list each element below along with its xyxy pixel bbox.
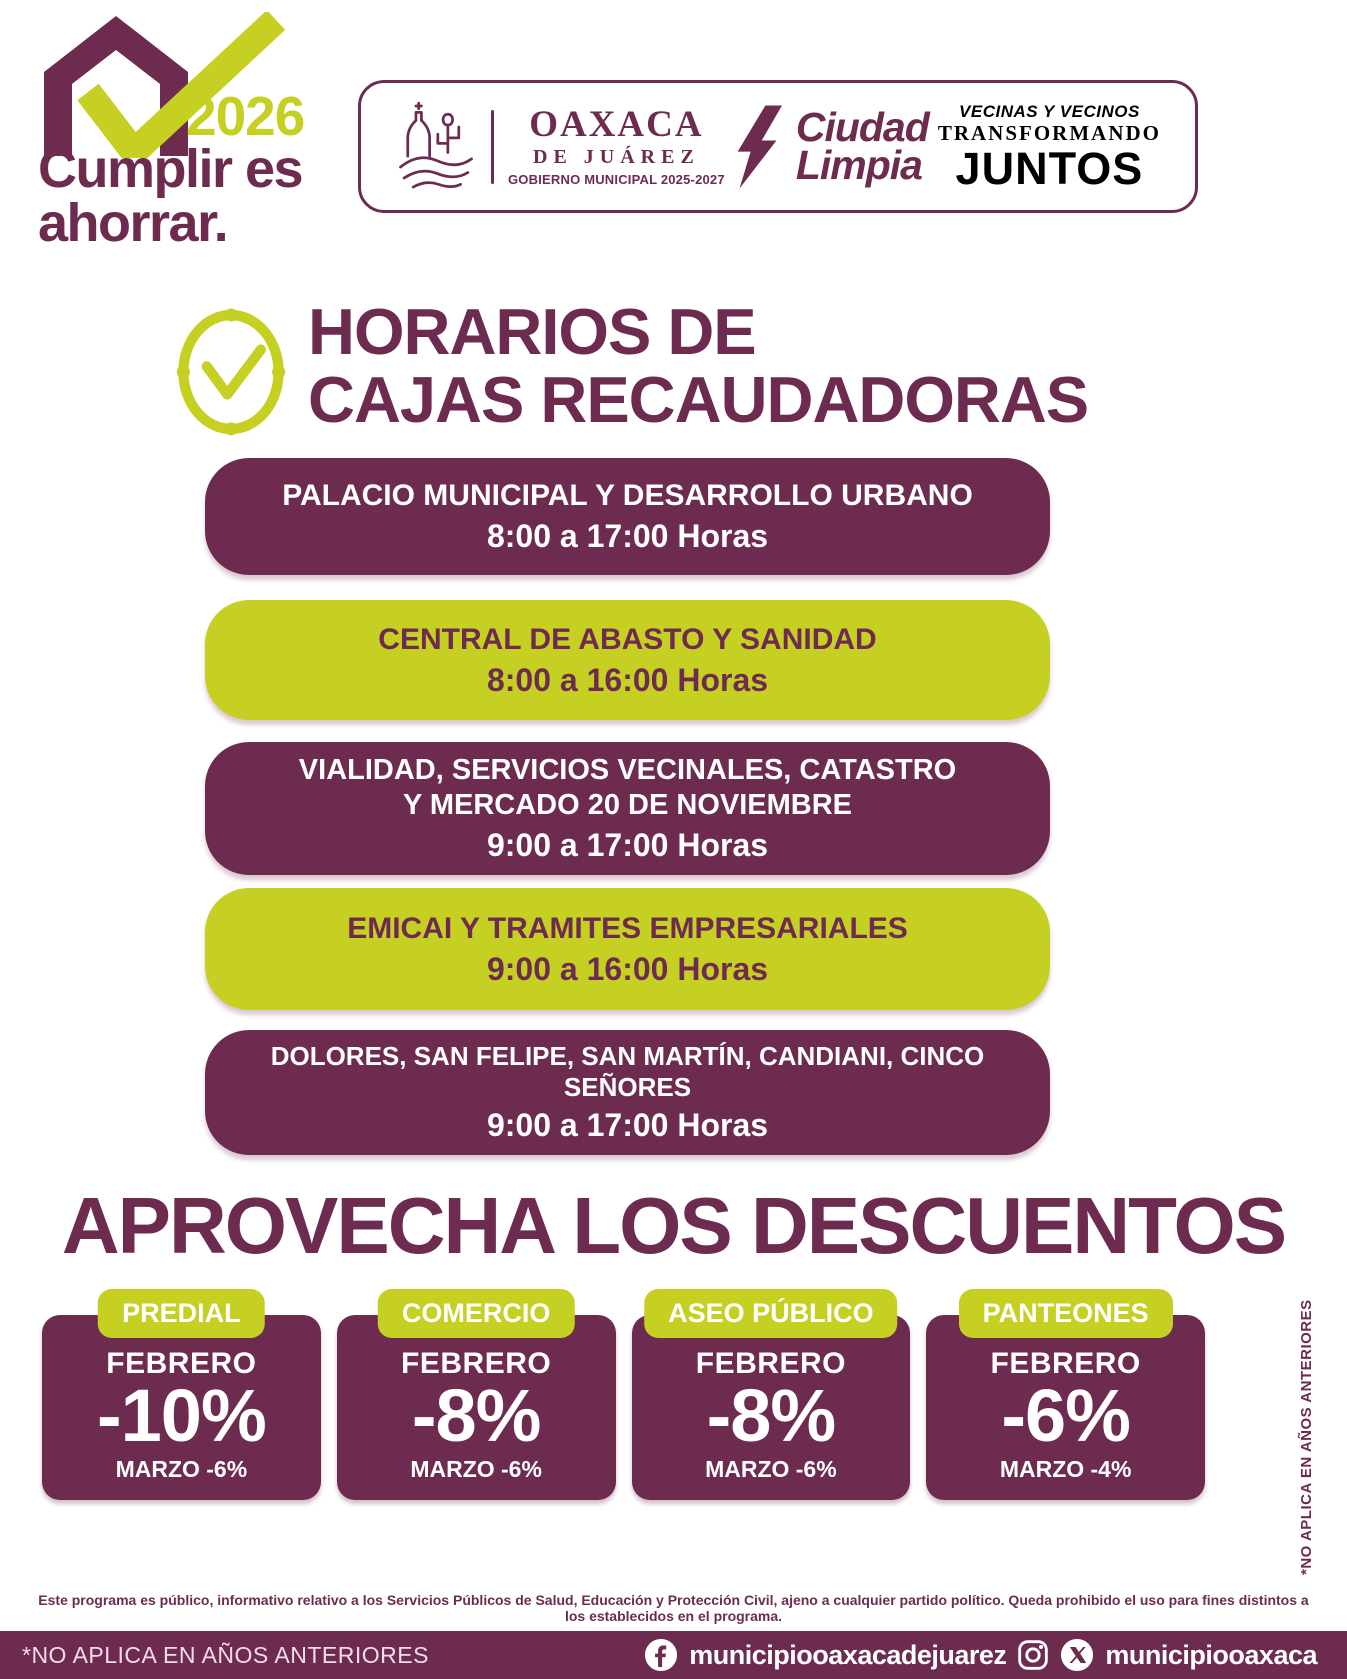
discount-category-badge: ASEO PÚBLICO [644,1289,898,1338]
oaxaca-government-badge: OAXACA DE JUÁREZ GOBIERNO MUNICIPAL 2025… [395,99,725,195]
schedule-banner: CENTRAL DE ABASTO Y SANIDAD 8:00 a 16:00… [205,600,1050,720]
instagram-icon[interactable] [1017,1639,1049,1671]
x-icon[interactable] [1060,1638,1094,1672]
city-crest-icon [399,101,473,188]
brand-slogan-line1: Cumplir es [38,139,304,199]
header-badge-box: OAXACA DE JUÁREZ GOBIERNO MUNICIPAL 2025… [358,80,1198,213]
schedule-banner: PALACIO MUNICIPAL Y DESARROLLO URBANO 8:… [205,458,1050,575]
clock-icon [176,308,286,436]
banner-hours: 9:00 a 17:00 Horas [486,1107,769,1144]
section-title-line1: HORARIOS DE [308,295,757,368]
banner-title: EMICAI Y TRAMITES EMPRESARIALES [347,911,908,945]
discount-card-body: FEBRERO -10% MARZO -6% [42,1315,321,1500]
discount-card-predial: PREDIAL FEBRERO -10% MARZO -6% [42,1289,321,1500]
juntos-line1: VECINAS Y VECINOS [959,101,1140,121]
discount-value: -8% [411,1374,542,1457]
juntos-line2: TRANSFORMANDO [937,120,1161,145]
schedule-banner: DOLORES, SAN FELIPE, SAN MARTÍN, CANDIAN… [205,1030,1050,1155]
ciudad-limpia-text: Ciudad Limpia [795,103,930,188]
discount-value: -8% [706,1374,837,1457]
discount-card-aseo-publico: ASEO PÚBLICO FEBRERO -8% MARZO -6% [631,1289,911,1500]
banner-hours: 8:00 a 16:00 Horas [486,661,769,698]
facebook-icon[interactable] [644,1638,678,1672]
side-note-vertical: *NO APLICA EN AÑOS ANTERIORES [1298,1299,1315,1575]
discount-category-badge: PREDIAL [98,1289,265,1338]
section-title-discounts: APROVECHA LOS DESCUENTOS [61,1181,1287,1270]
banner-hours: 9:00 a 17:00 Horas [486,826,769,863]
banner-title: DOLORES, SAN FELIPE, SAN MARTÍN, CANDIAN… [270,1040,985,1102]
oaxaca-caption: GOBIERNO MUNICIPAL 2025-2027 [508,172,725,188]
oaxaca-text-block: OAXACA DE JUÁREZ GOBIERNO MUNICIPAL 2025… [508,104,725,188]
discount-second-month: MARZO -6% [410,1456,542,1483]
discount-card-body: FEBRERO -6% MARZO -4% [926,1315,1205,1500]
discount-second-month: MARZO -6% [705,1456,837,1483]
banner-hours: 8:00 a 17:00 Horas [486,518,769,554]
lightning-bolt-icon [737,104,782,189]
badge-divider [491,109,494,184]
section-title-line2: CAJAS RECAUDADORAS [308,363,1089,437]
ciudad-limpia-line2: Limpia [795,141,923,188]
ciudad-limpia-line1: Ciudad [795,103,930,150]
discount-category-badge: PANTEONES [958,1289,1173,1338]
discount-month: FEBRERO [695,1347,846,1380]
oaxaca-subtitle: DE JUÁREZ [533,146,700,169]
discount-second-month: MARZO -6% [115,1456,248,1483]
discount-category-badge: COMERCIO [377,1289,575,1338]
banner-hours: 9:00 a 16:00 Horas [486,950,769,987]
discount-card-comercio: COMERCIO FEBRERO -8% MARZO -6% [336,1289,616,1500]
banner-title: CENTRAL DE ABASTO Y SANIDAD [378,622,877,656]
house-checkmark-icon [44,12,286,158]
juntos-badge: VECINAS Y VECINOS TRANSFORMANDO JUNTOS [938,103,1161,191]
discount-second-month: MARZO -4% [999,1456,1132,1483]
oaxaca-title: OAXACA [529,104,704,146]
banner-title: PALACIO MUNICIPAL Y DESARROLLO URBANO [282,479,973,512]
legal-text: Este programa es público, informativo re… [38,1592,1309,1624]
schedule-banner: VIALIDAD, SERVICIOS VECINALES, CATASTRO … [205,742,1050,875]
schedule-banner: EMICAI Y TRAMITES EMPRESARIALES 9:00 a 1… [205,888,1050,1010]
section-title-schedule: HORARIOS DE CAJAS RECAUDADORAS [308,295,1089,437]
discount-month: FEBRERO [106,1347,257,1380]
social-links: municipiooaxacadejuarez municipiooaxaca [644,1638,1317,1672]
discount-value: -6% [1001,1374,1131,1457]
discount-month: FEBRERO [990,1347,1141,1380]
juntos-line3: JUNTOS [955,142,1144,194]
facebook-handle[interactable]: municipiooaxacadejuarez [689,1639,1007,1670]
discount-cards: PREDIAL FEBRERO -10% MARZO -6% COMERCIO … [42,1289,1205,1500]
footer-note: *NO APLICA EN AÑOS ANTERIORES [22,1641,429,1668]
brand-slogan-line2: ahorrar. [38,193,229,253]
discount-card-body: FEBRERO -8% MARZO -6% [336,1315,616,1500]
brand-year: 2026 [186,85,305,147]
discount-value: -10% [96,1374,267,1457]
discount-card-panteones: PANTEONES FEBRERO -6% MARZO -4% [926,1289,1205,1500]
footer-bar: *NO APLICA EN AÑOS ANTERIORES municipioo… [0,1631,1347,1679]
discount-card-body: FEBRERO -8% MARZO -6% [631,1315,911,1500]
ciudad-limpia-badge: Ciudad Limpia [734,103,930,191]
discount-month: FEBRERO [401,1347,552,1380]
banner-title: VIALIDAD, SERVICIOS VECINALES, CATASTRO … [298,754,957,821]
social-handle[interactable]: municipiooaxaca [1105,1639,1317,1670]
